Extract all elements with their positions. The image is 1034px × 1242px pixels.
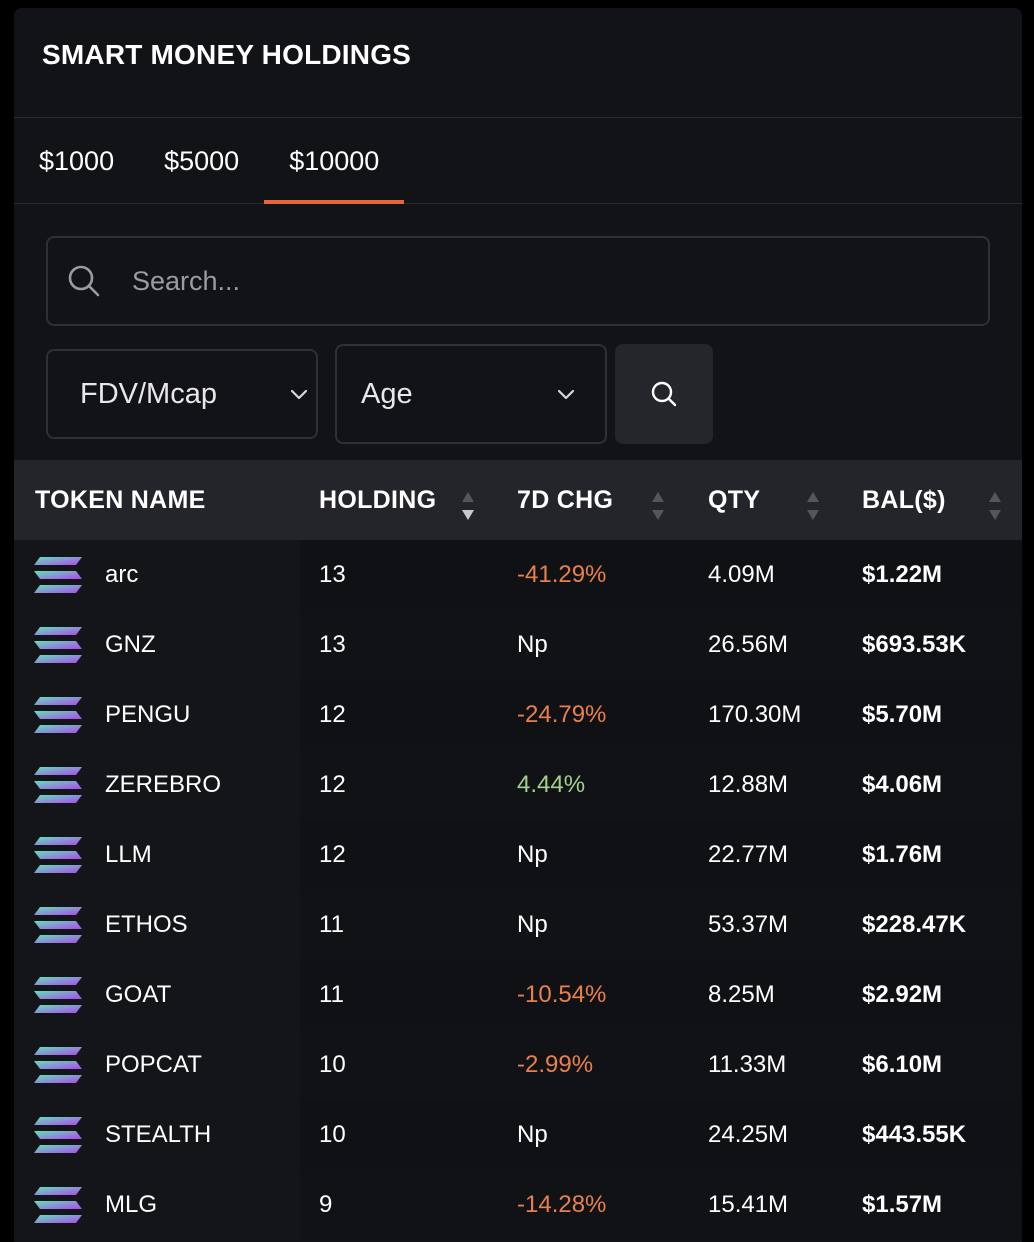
token-name[interactable]: MLG: [105, 1191, 158, 1218]
table-row[interactable]: ZEREBRO 12 4.44% 12.88M $4.06M: [14, 750, 1022, 820]
solana-logo-icon: [34, 1187, 82, 1223]
change-7d-value: -24.79%: [517, 701, 607, 728]
balance-value: $6.10M: [862, 1051, 943, 1078]
table-row[interactable]: STEALTH 10 Np 24.25M $443.55K: [14, 1100, 1022, 1170]
balance-value: $5.70M: [862, 701, 943, 728]
table-row[interactable]: MLG 9 -14.28% 15.41M $1.57M: [14, 1170, 1022, 1240]
fdv-mcap-select[interactable]: FDV/Mcap: [46, 349, 318, 439]
holding-value: 13: [319, 631, 346, 658]
holding-value: 12: [319, 841, 346, 868]
panel-header: SMART MONEY HOLDINGS: [14, 8, 1022, 118]
table-row[interactable]: GOAT 11 -10.54% 8.25M $2.92M: [14, 960, 1022, 1030]
change-7d-value: -2.99%: [517, 1051, 594, 1078]
balance-value: $2.92M: [862, 981, 943, 1008]
solana-logo-icon: [34, 977, 82, 1013]
search-box: [46, 236, 990, 326]
age-select-value: Age: [361, 377, 413, 410]
sort-arrows-icon[interactable]: [651, 490, 665, 522]
change-7d-value: Np: [517, 631, 548, 658]
search-button[interactable]: [615, 344, 713, 444]
col-qty[interactable]: QTY: [708, 485, 761, 514]
sort-arrows-icon[interactable]: [806, 490, 820, 522]
token-name[interactable]: GNZ: [105, 631, 156, 658]
qty-value: 11.33M: [708, 1051, 787, 1078]
change-7d-value: -14.28%: [517, 1191, 607, 1218]
balance-value: $1.22M: [862, 561, 943, 588]
change-7d-value: Np: [517, 841, 548, 868]
solana-logo-icon: [34, 837, 82, 873]
token-name[interactable]: PENGU: [105, 701, 191, 728]
table-row[interactable]: POPCAT 10 -2.99% 11.33M $6.10M: [14, 1030, 1022, 1100]
amount-tabs: $1000 $5000 $10000: [14, 118, 1022, 204]
table-row[interactable]: LLM 12 Np 22.77M $1.76M: [14, 820, 1022, 890]
table-header: TOKEN NAME HOLDING 7D CHG QTY BAL($): [14, 460, 1022, 540]
page-title: SMART MONEY HOLDINGS: [42, 38, 412, 70]
age-select[interactable]: Age: [335, 344, 607, 444]
search-icon: [68, 265, 100, 297]
holding-value: 10: [319, 1121, 346, 1148]
qty-value: 22.77M: [708, 841, 789, 868]
solana-logo-icon: [34, 627, 82, 663]
search-input[interactable]: [130, 264, 934, 298]
qty-value: 12.88M: [708, 771, 789, 798]
change-7d-value: -41.29%: [517, 561, 607, 588]
table-row[interactable]: PENGU 12 -24.79% 170.30M $5.70M: [14, 680, 1022, 750]
holding-value: 11: [319, 911, 344, 938]
holding-value: 12: [319, 771, 346, 798]
solana-logo-icon: [34, 697, 82, 733]
balance-value: $228.47K: [862, 911, 967, 938]
balance-value: $443.55K: [862, 1121, 967, 1148]
token-table-body: arc 13 -41.29% 4.09M $1.22M GNZ 13 Np 26.56M $693…: [14, 540, 1022, 1240]
change-7d-value: -10.54%: [517, 981, 607, 1008]
smart-money-panel: SMART MONEY HOLDINGS $1000 $5000 $10000 …: [14, 8, 1022, 1242]
token-name[interactable]: ZEREBRO: [105, 771, 222, 798]
fdv-mcap-select-value: FDV/Mcap: [80, 377, 217, 410]
col-7d-chg[interactable]: 7D CHG: [517, 485, 614, 514]
holding-value: 11: [319, 981, 344, 1008]
qty-value: 53.37M: [708, 911, 789, 938]
holding-value: 12: [319, 701, 346, 728]
balance-value: $1.76M: [862, 841, 943, 868]
qty-value: 15.41M: [708, 1191, 789, 1218]
token-name[interactable]: GOAT: [105, 981, 172, 1008]
tab-1000[interactable]: $1000: [39, 146, 115, 176]
change-7d-value: 4.44%: [517, 771, 586, 798]
sort-arrows-icon[interactable]: [988, 490, 1002, 522]
search-icon: [651, 381, 677, 407]
token-name[interactable]: arc: [105, 561, 139, 588]
col-token-name: TOKEN NAME: [35, 485, 206, 514]
solana-logo-icon: [34, 907, 82, 943]
chevron-down-icon: [557, 389, 575, 400]
qty-value: 170.30M: [708, 701, 802, 728]
tab-5000[interactable]: $5000: [164, 146, 240, 176]
balance-value: $4.06M: [862, 771, 943, 798]
col-holding[interactable]: HOLDING: [319, 485, 437, 514]
holding-value: 13: [319, 561, 346, 588]
table-row[interactable]: arc 13 -41.29% 4.09M $1.22M: [14, 540, 1022, 610]
solana-logo-icon: [34, 1117, 82, 1153]
token-name[interactable]: LLM: [105, 841, 152, 868]
solana-logo-icon: [34, 557, 82, 593]
table-row[interactable]: GNZ 13 Np 26.56M $693.53K: [14, 610, 1022, 680]
holding-value: 10: [319, 1051, 346, 1078]
qty-value: 24.25M: [708, 1121, 789, 1148]
solana-logo-icon: [34, 1047, 82, 1083]
holding-value: 9: [319, 1191, 333, 1218]
qty-value: 26.56M: [708, 631, 789, 658]
col-balance[interactable]: BAL($): [862, 485, 946, 514]
change-7d-value: Np: [517, 1121, 548, 1148]
solana-logo-icon: [34, 767, 82, 803]
qty-value: 4.09M: [708, 561, 775, 588]
token-name[interactable]: POPCAT: [105, 1051, 202, 1078]
change-7d-value: Np: [517, 911, 548, 938]
tab-10000[interactable]: $10000: [264, 146, 405, 204]
chevron-down-icon: [290, 389, 308, 400]
token-name[interactable]: ETHOS: [105, 911, 188, 938]
balance-value: $693.53K: [862, 631, 967, 658]
balance-value: $1.57M: [862, 1191, 943, 1218]
table-row[interactable]: ETHOS 11 Np 53.37M $228.47K: [14, 890, 1022, 960]
sort-arrows-icon[interactable]: [461, 490, 475, 522]
qty-value: 8.25M: [708, 981, 775, 1008]
token-name[interactable]: STEALTH: [105, 1121, 212, 1148]
